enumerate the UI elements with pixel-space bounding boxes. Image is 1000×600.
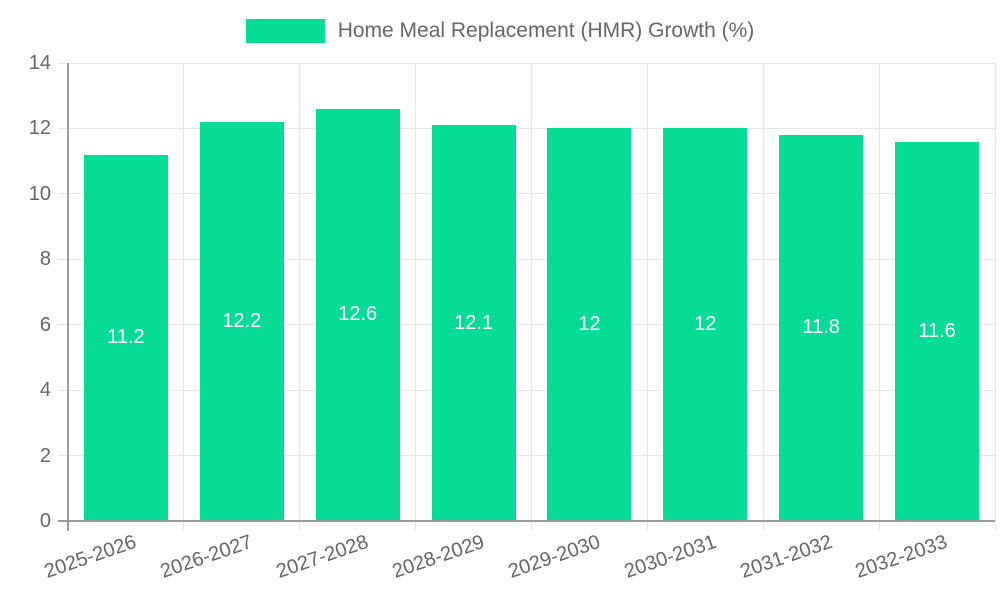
x-tick-mark — [878, 521, 880, 531]
x-gridline — [415, 63, 417, 521]
y-axis-tick-label: 8 — [39, 248, 51, 271]
y-tick-mark — [58, 455, 68, 457]
y-tick-mark — [58, 193, 68, 195]
x-axis-line — [58, 520, 995, 522]
bar: 12 — [547, 128, 632, 521]
x-gridline — [183, 63, 185, 521]
x-tick-mark — [994, 521, 996, 531]
bar-value-label: 12.6 — [338, 303, 378, 326]
x-gridline — [646, 63, 648, 521]
x-tick-mark — [183, 521, 185, 531]
y-axis-tick-label: 14 — [28, 52, 51, 74]
x-tick-mark — [415, 521, 417, 531]
bar-value-label: 12 — [694, 313, 717, 336]
y-tick-mark — [58, 62, 68, 64]
x-gridline — [531, 63, 532, 521]
bar-value-label: 11.2 — [107, 326, 145, 349]
y-tick-mark — [58, 127, 68, 129]
x-tick-mark — [646, 521, 648, 531]
y-axis-tick-label: 6 — [39, 313, 51, 336]
x-gridline — [762, 63, 764, 521]
x-gridline — [878, 63, 880, 521]
bar: 12.6 — [315, 108, 400, 521]
y-axis-tick-label: 0 — [39, 510, 51, 532]
x-gridline — [994, 63, 996, 521]
bar-value-label: 12 — [578, 313, 601, 336]
y-axis-tick-label: 4 — [39, 379, 51, 402]
x-tick-mark — [762, 521, 764, 531]
bar-value-label: 11.6 — [918, 319, 956, 342]
chart-legend[interactable]: Home Meal Replacement (HMR) Growth (%) — [0, 19, 1000, 43]
x-tick-mark — [531, 521, 532, 531]
bar: 12 — [663, 128, 748, 521]
y-axis-tick-label: 2 — [39, 444, 51, 467]
bar-value-label: 12.1 — [454, 311, 494, 334]
legend-color-swatch — [245, 19, 325, 43]
bar: 12.2 — [199, 121, 284, 521]
legend-label: Home Meal Replacement (HMR) Growth (%) — [337, 19, 755, 42]
x-gridline — [299, 63, 301, 521]
x-axis-label: 2032-2033 — [723, 530, 951, 583]
y-tick-mark — [58, 389, 68, 391]
bar: 11.6 — [895, 141, 980, 521]
x-axis-label-text: 2032-2033 — [852, 530, 951, 583]
y-tick-mark — [58, 324, 68, 326]
y-axis-tick-label: 10 — [28, 182, 51, 205]
y-axis-line — [67, 63, 69, 531]
bar: 11.2 — [83, 154, 168, 521]
y-axis-tick-label: 12 — [28, 117, 51, 140]
x-tick-mark — [299, 521, 301, 531]
y-tick-mark — [58, 258, 68, 260]
bar-value-label: 11.8 — [802, 316, 840, 339]
bar: 11.8 — [779, 134, 864, 521]
bar-value-label: 12.2 — [222, 309, 262, 332]
bar: 12.1 — [431, 125, 516, 521]
